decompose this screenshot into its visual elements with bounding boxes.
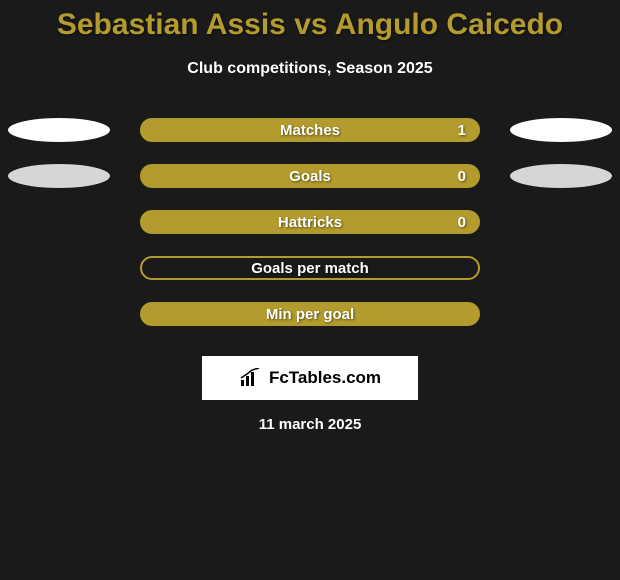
stat-bar-matches: Matches 1	[140, 118, 480, 142]
stat-bar-goals: Goals 0	[140, 164, 480, 188]
stat-value: 0	[458, 214, 466, 231]
stat-row-min-per-goal: Min per goal	[0, 302, 620, 326]
main-container: Sebastian Assis vs Angulo Caicedo Club c…	[0, 0, 620, 433]
stat-row-matches: Matches 1	[0, 118, 620, 142]
stat-value: 1	[458, 122, 466, 139]
footer-logo[interactable]: FcTables.com	[202, 356, 418, 400]
stat-value: 0	[458, 168, 466, 185]
stat-bar-min-per-goal: Min per goal	[140, 302, 480, 326]
right-indicator-ellipse	[510, 164, 612, 188]
chart-icon	[239, 368, 263, 388]
stat-row-hattricks: Hattricks 0	[0, 210, 620, 234]
stat-label: Min per goal	[266, 306, 354, 323]
stat-bar-hattricks: Hattricks 0	[140, 210, 480, 234]
page-subtitle: Club competitions, Season 2025	[187, 60, 432, 78]
logo-text: FcTables.com	[269, 368, 381, 388]
stat-label: Matches	[280, 122, 340, 139]
stat-row-goals-per-match: Goals per match	[0, 256, 620, 280]
stat-label: Hattricks	[278, 214, 342, 231]
right-indicator-ellipse	[510, 118, 612, 142]
stat-label: Goals per match	[251, 260, 369, 277]
stat-bar-goals-per-match: Goals per match	[140, 256, 480, 280]
footer-date: 11 march 2025	[259, 416, 362, 433]
left-indicator-ellipse	[8, 164, 110, 188]
stat-row-goals: Goals 0	[0, 164, 620, 188]
left-indicator-ellipse	[8, 118, 110, 142]
page-title: Sebastian Assis vs Angulo Caicedo	[57, 8, 563, 42]
stat-label: Goals	[289, 168, 331, 185]
